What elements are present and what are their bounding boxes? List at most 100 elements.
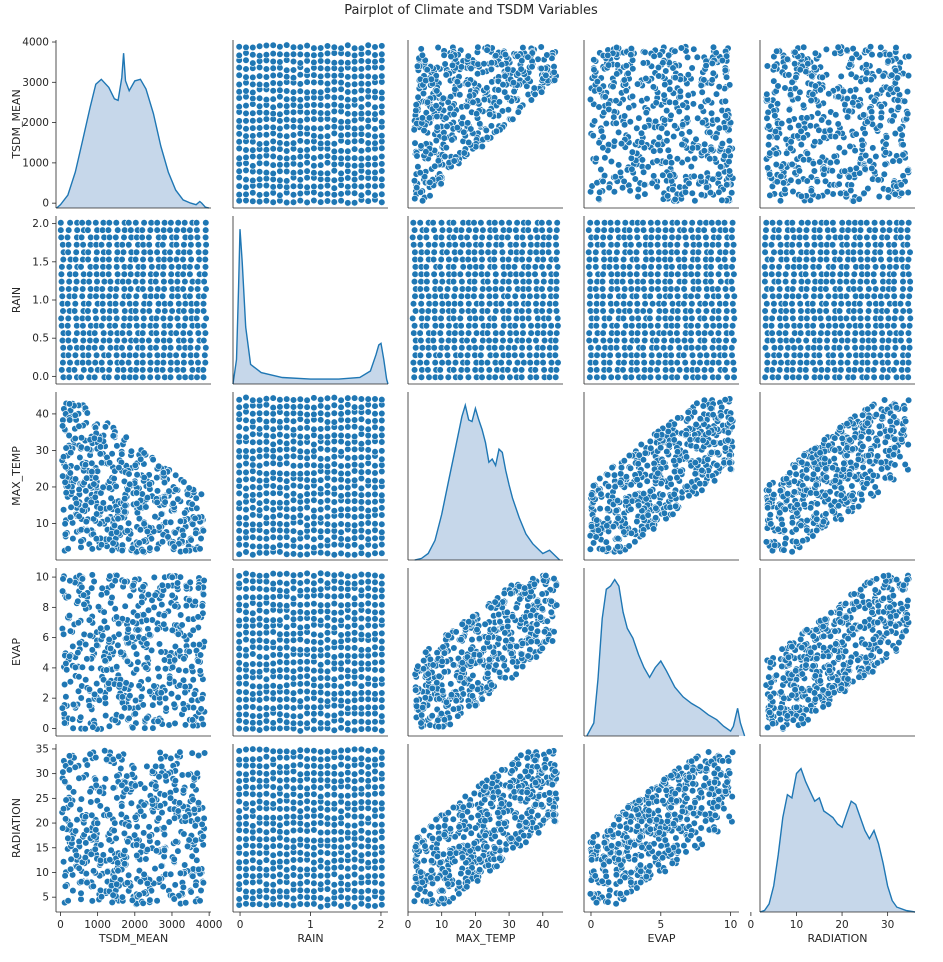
point [90, 480, 98, 488]
point [160, 255, 168, 264]
point [73, 464, 81, 472]
point [289, 409, 298, 417]
point [904, 166, 912, 175]
point [152, 314, 160, 323]
point [431, 292, 439, 300]
point [262, 401, 271, 409]
point [195, 248, 203, 256]
point [194, 329, 202, 337]
point [903, 241, 911, 249]
point [59, 472, 67, 480]
point [276, 182, 284, 190]
point [689, 100, 698, 108]
point [175, 373, 183, 381]
point [768, 366, 777, 374]
point [61, 478, 69, 486]
point [65, 285, 73, 293]
point [423, 359, 431, 367]
point [816, 233, 824, 241]
point [249, 59, 257, 67]
point [112, 219, 120, 227]
point [524, 226, 532, 234]
point [296, 470, 304, 478]
point [718, 140, 727, 148]
point [283, 459, 291, 467]
point [146, 366, 154, 374]
point [442, 71, 450, 79]
point [77, 543, 85, 551]
point [337, 85, 345, 93]
point [730, 366, 738, 374]
point [859, 111, 868, 119]
y-tick-label: 0.0 [32, 371, 49, 383]
point [138, 344, 147, 352]
point [606, 292, 614, 300]
point [126, 263, 134, 271]
point [276, 161, 284, 169]
point [181, 373, 189, 381]
point [797, 192, 806, 200]
point [668, 366, 676, 374]
point [296, 453, 304, 461]
point [262, 542, 271, 551]
point [276, 446, 284, 454]
point [242, 65, 250, 73]
point [443, 292, 451, 300]
point [179, 366, 187, 374]
point [59, 307, 67, 315]
point [761, 292, 769, 300]
point [505, 278, 513, 286]
point [505, 255, 513, 264]
point [531, 270, 539, 278]
point [824, 233, 833, 241]
point [688, 300, 696, 308]
point [775, 292, 783, 300]
point [249, 152, 257, 161]
point [714, 255, 722, 264]
point [885, 255, 894, 264]
point [878, 219, 886, 227]
point [834, 120, 842, 128]
point [85, 300, 93, 308]
point [809, 359, 817, 367]
panel-tsdm-mean-vs-evap [583, 40, 739, 209]
point [897, 226, 905, 234]
point [870, 233, 878, 241]
point [654, 226, 663, 234]
point [593, 226, 602, 234]
point [296, 102, 304, 110]
point [585, 336, 593, 345]
point [626, 300, 634, 308]
point [640, 285, 648, 293]
point [438, 241, 446, 249]
point [146, 226, 154, 234]
point [351, 51, 359, 60]
point [430, 248, 438, 256]
point [626, 233, 634, 241]
point [457, 226, 466, 234]
point [763, 114, 771, 122]
point [431, 322, 440, 330]
point [77, 373, 85, 381]
point [73, 322, 81, 330]
point [242, 447, 250, 455]
point [544, 248, 553, 256]
point [654, 278, 662, 286]
point [79, 329, 87, 337]
point [857, 322, 865, 330]
point [540, 322, 548, 330]
point [709, 226, 718, 234]
point [816, 255, 825, 264]
point [708, 76, 716, 84]
point [498, 248, 507, 256]
point [884, 193, 893, 201]
point [337, 549, 345, 558]
point [673, 248, 681, 256]
point [696, 351, 704, 359]
point [586, 366, 595, 374]
point [800, 43, 808, 51]
point [330, 116, 338, 124]
point [627, 373, 635, 381]
point [525, 336, 533, 345]
